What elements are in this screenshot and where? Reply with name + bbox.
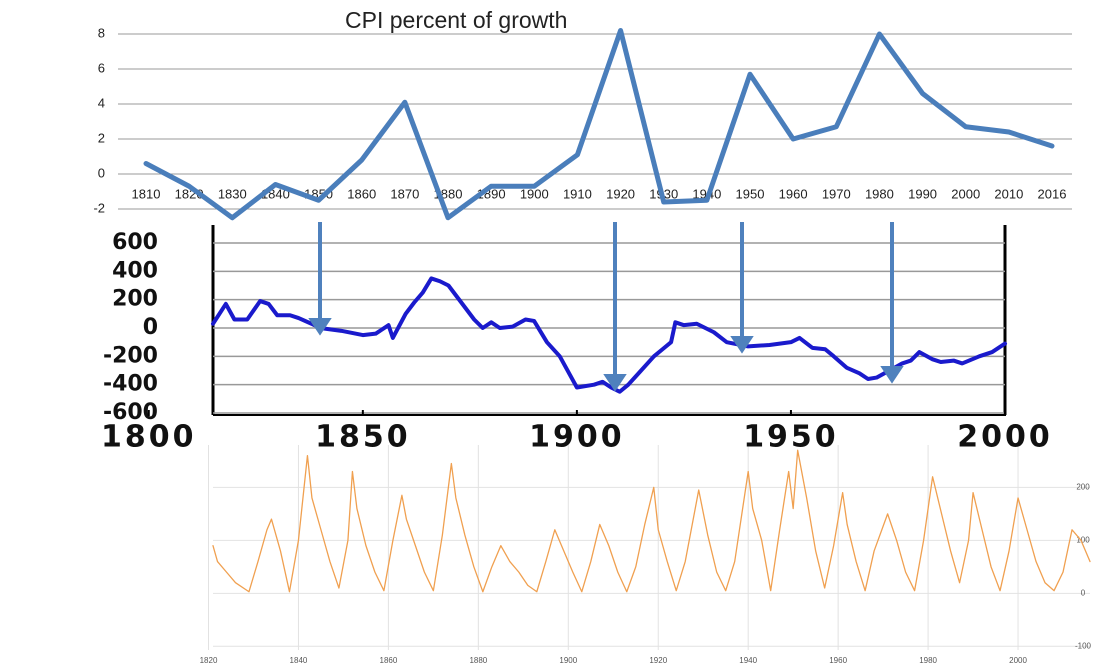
data-line <box>212 449 1091 593</box>
y-tick-label: 2 <box>98 130 105 145</box>
y-tick-label: 0 <box>1081 588 1086 597</box>
x-tick-label: 1900 <box>529 420 625 455</box>
x-tick-label: 2000 <box>951 186 980 201</box>
x-tick-label: 1840 <box>290 656 308 665</box>
x-tick-label: 1950 <box>743 420 839 455</box>
x-tick-label: 1960 <box>829 656 847 665</box>
x-tick-label: 1800 <box>101 420 197 455</box>
arrow-head <box>308 318 332 336</box>
y-tick-label: -400 <box>103 372 158 397</box>
x-tick-label: 1910 <box>563 186 592 201</box>
y-tick-label: 200 <box>112 287 158 312</box>
x-tick-label: 2016 <box>1038 186 1067 201</box>
x-tick-label: 1950 <box>736 186 765 201</box>
x-tick-label: 1920 <box>649 656 667 665</box>
chart-title: CPI percent of growth <box>345 7 567 33</box>
y-tick-label: 0 <box>98 165 105 180</box>
arrow-head <box>603 374 627 392</box>
y-tick-label: -100 <box>1075 641 1092 650</box>
x-tick-label: 1990 <box>908 186 937 201</box>
x-tick-label: 1810 <box>132 186 161 201</box>
x-tick-label: 1820 <box>200 656 218 665</box>
y-tick-label: 6 <box>98 60 105 75</box>
arrow-head <box>730 336 754 354</box>
y-tick-label: 8 <box>98 25 105 40</box>
x-tick-label: 2010 <box>994 186 1023 201</box>
x-tick-label: 1940 <box>739 656 757 665</box>
y-tick-label: 4 <box>98 95 105 110</box>
x-tick-label: 1880 <box>469 656 487 665</box>
x-tick-label: 1870 <box>390 186 419 201</box>
y-tick-label: 0 <box>143 315 158 340</box>
x-tick-label: 1830 <box>218 186 247 201</box>
x-tick-label: 1860 <box>380 656 398 665</box>
y-tick-label: -200 <box>103 343 158 368</box>
x-tick-label: 2000 <box>957 420 1053 455</box>
arrow-head <box>880 366 904 384</box>
y-tick-label: 100 <box>1076 535 1090 544</box>
x-tick-label: 1900 <box>559 656 577 665</box>
x-tick-label: 2000 <box>1009 656 1027 665</box>
x-tick-label: 1960 <box>779 186 808 201</box>
arrows <box>308 222 904 392</box>
x-tick-label: 1900 <box>520 186 549 201</box>
data-line <box>211 276 1007 394</box>
data-line <box>143 28 1055 221</box>
y-tick-label: 200 <box>1076 482 1090 491</box>
x-tick-label: 1920 <box>606 186 635 201</box>
x-tick-label: 1970 <box>822 186 851 201</box>
y-tick-label: -2 <box>93 200 105 215</box>
y-tick-label: 600 <box>112 230 158 255</box>
y-tick-label: 400 <box>112 258 158 283</box>
x-tick-label: 1980 <box>919 656 937 665</box>
x-tick-label: 1850 <box>315 420 411 455</box>
x-tick-label: 1860 <box>347 186 376 201</box>
x-tick-label: 1980 <box>865 186 894 201</box>
